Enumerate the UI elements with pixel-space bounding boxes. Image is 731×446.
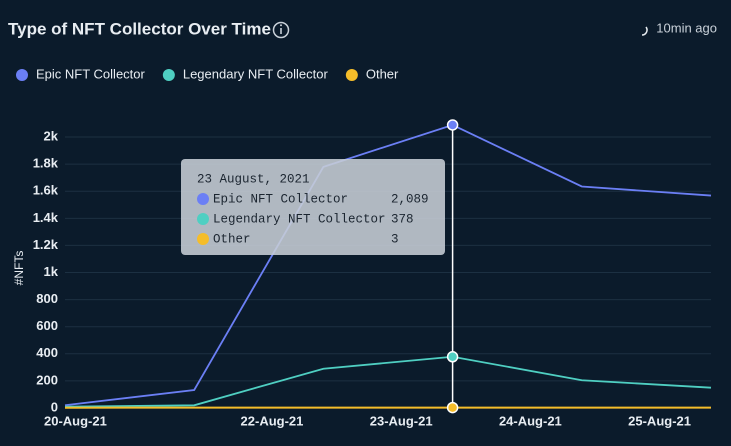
hover-point [446,401,459,414]
legend-marker [162,69,175,81]
info-icon[interactable] [272,21,290,39]
y-tick-label: 2k [44,128,59,143]
spinner [641,26,648,36]
y-tick-label: 1.2k [33,237,59,252]
series-line [64,124,712,407]
x-tick-label: 23-Aug-21 [370,413,433,428]
x-tick-label: 20-Aug-21 [44,413,107,428]
hover-point [446,351,459,363]
tooltip-marker [197,233,209,245]
legend-marker [345,69,358,81]
y-tick-label: 800 [36,291,58,306]
x-tick-label: 25-Aug-21 [628,413,691,428]
y-tick-label: 1.4k [33,210,59,225]
tooltip-value: 2,089 [391,192,429,206]
tooltip-name: Legendary NFT Collector [213,212,386,226]
updated-time: 10min ago [656,20,717,35]
y-tick-label: 1k [44,264,59,279]
tooltip-marker [197,213,209,225]
y-tick-label: 1.8k [33,156,59,171]
x-tick-label: 24-Aug-21 [499,413,562,428]
tooltip-name: Epic NFT Collector [213,192,348,206]
legend-label: Legendary NFT Collector [183,66,329,81]
tooltip-marker [197,193,209,205]
legend-marker [16,69,28,81]
series-line [64,355,712,408]
y-axis-label: #NFTs [12,251,26,286]
y-tick-label: 0 [51,399,58,414]
tooltip-name: Other [213,232,251,246]
tooltip-value: 378 [391,212,414,226]
tooltip-value: 3 [391,232,399,246]
chart-title: Type of NFT Collector Over Time [8,19,271,38]
y-tick-label: 600 [36,318,58,333]
x-tick-label: 22-Aug-21 [241,413,304,428]
tooltip: 23 August, 2021 Epic NFT Collector 2,089 Le… [181,159,445,255]
y-tick-label: 1.6k [33,183,59,198]
y-tick-label: 400 [36,345,58,360]
y-tick-label: 200 [36,372,58,387]
hover-point [446,119,459,131]
tooltip-title: 23 August, 2021 [197,172,310,186]
legend-label: Epic NFT Collector [36,66,146,81]
legend-label: Other [366,66,399,81]
tooltip-box [181,159,445,255]
